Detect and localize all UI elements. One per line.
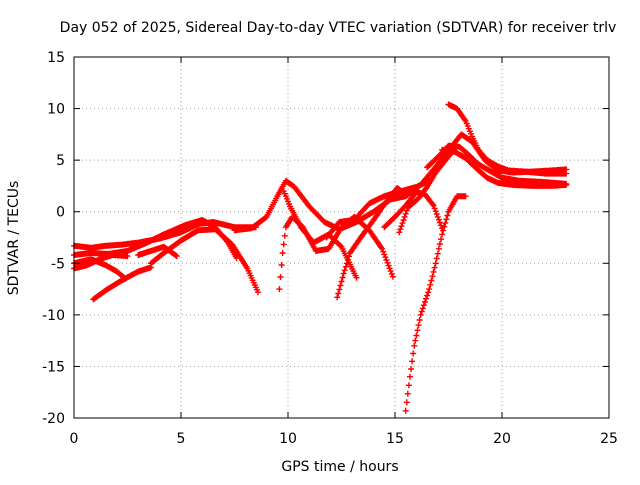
x-tick-label: 5 <box>177 431 186 447</box>
x-axis-label: GPS time / hours <box>281 459 398 475</box>
data-layer <box>71 101 570 414</box>
data-points <box>135 243 180 260</box>
series-arc-12 <box>323 177 433 241</box>
chart-title: Day 052 of 2025, Sidereal Day-to-day VTE… <box>60 20 617 36</box>
data-points <box>445 101 570 177</box>
y-tick-label: -15 <box>42 359 65 375</box>
y-tick-label: -10 <box>42 308 65 324</box>
data-points <box>323 177 433 241</box>
data-points <box>90 264 154 303</box>
grid <box>74 57 609 418</box>
series-arc-5 <box>90 264 154 303</box>
data-points <box>148 226 261 296</box>
x-tick-label: 0 <box>70 431 79 447</box>
y-tick-label: 15 <box>47 50 65 66</box>
y-tick-label: 5 <box>56 153 65 169</box>
ticks <box>73 56 610 419</box>
series-arc-15 <box>402 193 469 414</box>
plot-frame <box>73 56 610 419</box>
x-tick-label: 25 <box>600 431 618 447</box>
series-arc-18 <box>439 146 570 189</box>
series-arc-16 <box>445 101 570 177</box>
y-tick-label: 10 <box>47 102 65 118</box>
y-axis-label: SDTVAR / TECUs <box>6 181 22 296</box>
data-points <box>381 189 446 232</box>
x-tick-label: 20 <box>493 431 511 447</box>
data-points <box>402 193 469 414</box>
tick-labels: 0 5 10 15 20 25 -20 -15 -10 -5 0 5 10 15 <box>42 50 618 447</box>
y-tick-label: -5 <box>51 256 65 272</box>
data-points <box>439 146 570 189</box>
series-arc-7 <box>135 243 180 260</box>
y-tick-label: -20 <box>42 411 65 427</box>
series-arc-6 <box>148 226 261 296</box>
x-tick-label: 15 <box>386 431 404 447</box>
x-tick-label: 10 <box>279 431 297 447</box>
series-arc-14 <box>381 189 446 232</box>
y-tick-label: 0 <box>56 205 65 221</box>
